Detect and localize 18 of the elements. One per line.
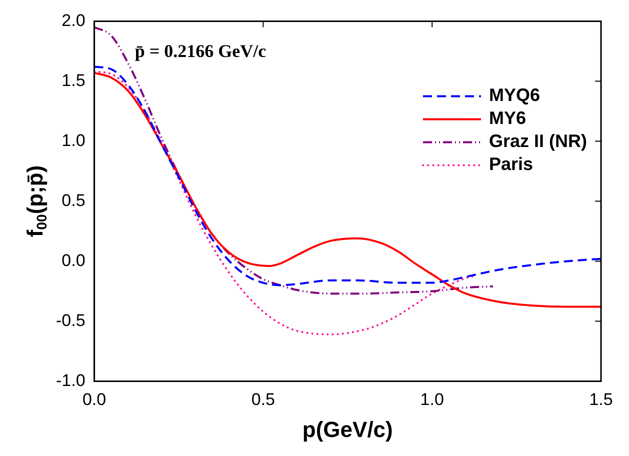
y-axis-title: f00(p;p̄) xyxy=(22,165,50,238)
x-tick-label: 1.5 xyxy=(589,390,613,410)
x-tick-label: 1.0 xyxy=(420,390,444,410)
legend-label: MY6 xyxy=(488,108,526,128)
x-axis-title: p(GeV/c) xyxy=(302,416,393,442)
y-tick-label: 1.5 xyxy=(62,70,86,90)
legend-label: Paris xyxy=(488,154,534,174)
legend-label: MYQ6 xyxy=(488,85,540,106)
legend-label: Graz II (NR) xyxy=(488,131,588,152)
x-tick-label: 0.0 xyxy=(82,390,106,410)
y-tick-label: 1.0 xyxy=(62,130,86,150)
y-tick-label: 0.0 xyxy=(62,250,86,270)
x-tick-label: 0.5 xyxy=(251,390,276,410)
y-tick-label: -1.0 xyxy=(56,370,86,390)
y-tick-label: 2.0 xyxy=(62,10,86,30)
annotation: p̄ = 0.2166 GeV/c xyxy=(134,40,266,61)
y-tick-label: 0.5 xyxy=(62,190,86,210)
y-tick-label: -0.5 xyxy=(56,310,86,330)
